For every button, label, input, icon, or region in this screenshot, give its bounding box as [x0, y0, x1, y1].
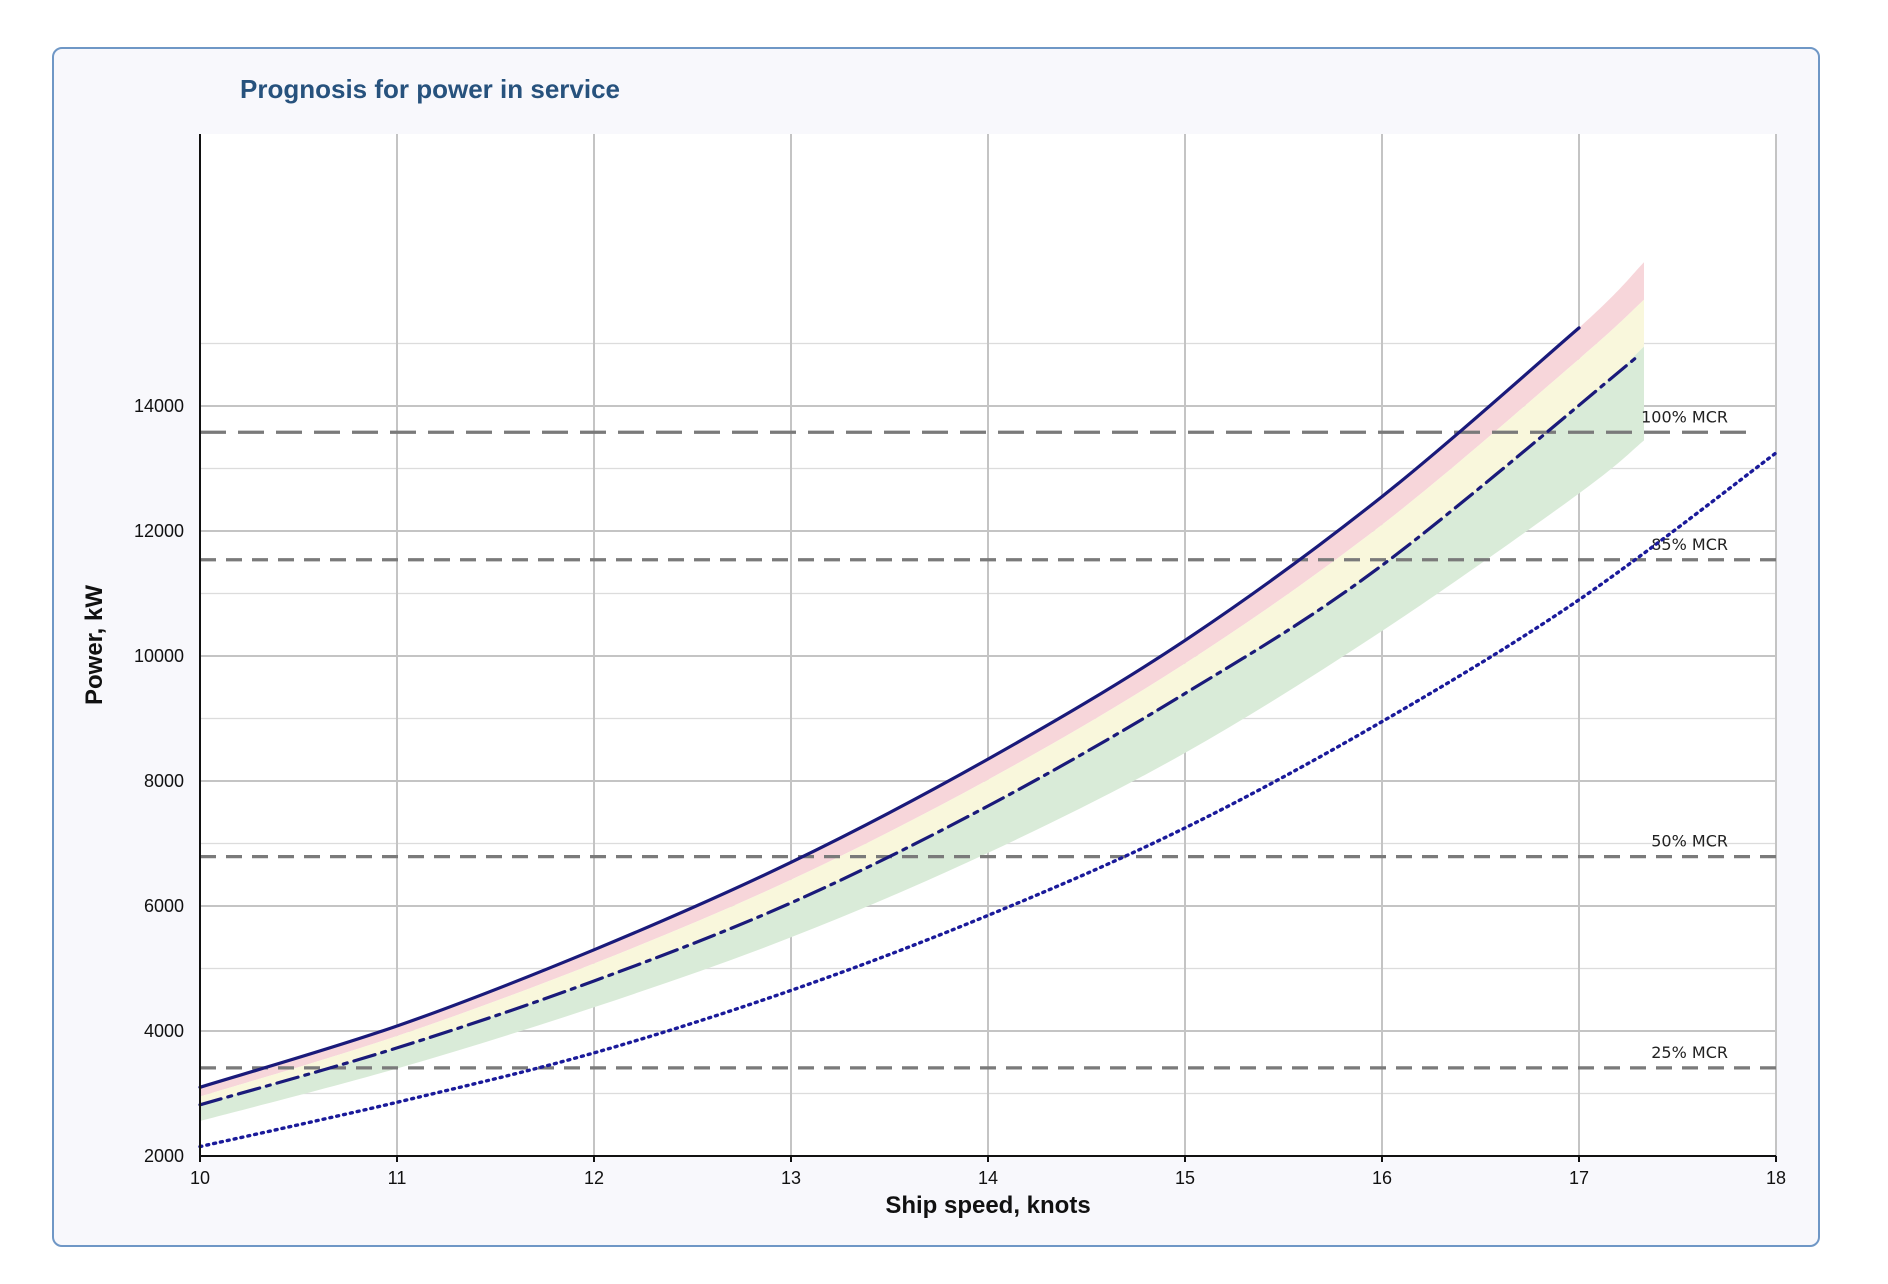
mcr-label-1: 100% MCR: [1641, 407, 1728, 426]
mcr-label-4: 25% MCR: [1651, 1043, 1728, 1062]
chart-title: Prognosis for power in service: [240, 74, 620, 104]
x-tick-label: 13: [781, 1168, 801, 1188]
x-tick-label: 17: [1569, 1168, 1589, 1188]
x-tick-label: 11: [388, 1168, 407, 1188]
mcr-label-2: 85% MCR: [1651, 535, 1728, 554]
x-tick-label: 18: [1766, 1168, 1786, 1188]
tick-labels: 10 11 12 13 14 15 16 17 18 2000 4000 6000 8000 10000 1…: [134, 396, 1786, 1188]
y-tick-label: 14000: [134, 396, 184, 416]
series-solid-line: [198, 326, 1581, 1089]
series-dash-dot-line: [198, 354, 1640, 1107]
series-dotted-line: [198, 451, 1778, 1149]
mcr-label-3: 50% MCR: [1651, 832, 1728, 851]
mcr-reference-lines: 100% MCR 85% MCR 50% MCR 25% MCR: [200, 407, 1776, 1070]
x-axis-label: Ship speed, knots: [885, 1192, 1090, 1219]
y-tick-label: 8000: [144, 771, 184, 791]
y-tick-label: 2000: [144, 1146, 184, 1166]
x-tick-label: 12: [584, 1168, 604, 1188]
x-tick-label: 14: [978, 1168, 998, 1188]
x-tick-label: 10: [190, 1168, 210, 1188]
x-tick-label: 16: [1372, 1168, 1392, 1188]
y-tick-label: 4000: [144, 1021, 184, 1041]
y-tick-label: 10000: [134, 646, 184, 666]
y-axis-label: Power, kW: [81, 585, 108, 705]
y-tick-label: 12000: [134, 521, 184, 541]
y-tick-label: 6000: [144, 896, 184, 916]
x-tick-label: 15: [1175, 1168, 1195, 1188]
power-curves: [198, 326, 1778, 1149]
